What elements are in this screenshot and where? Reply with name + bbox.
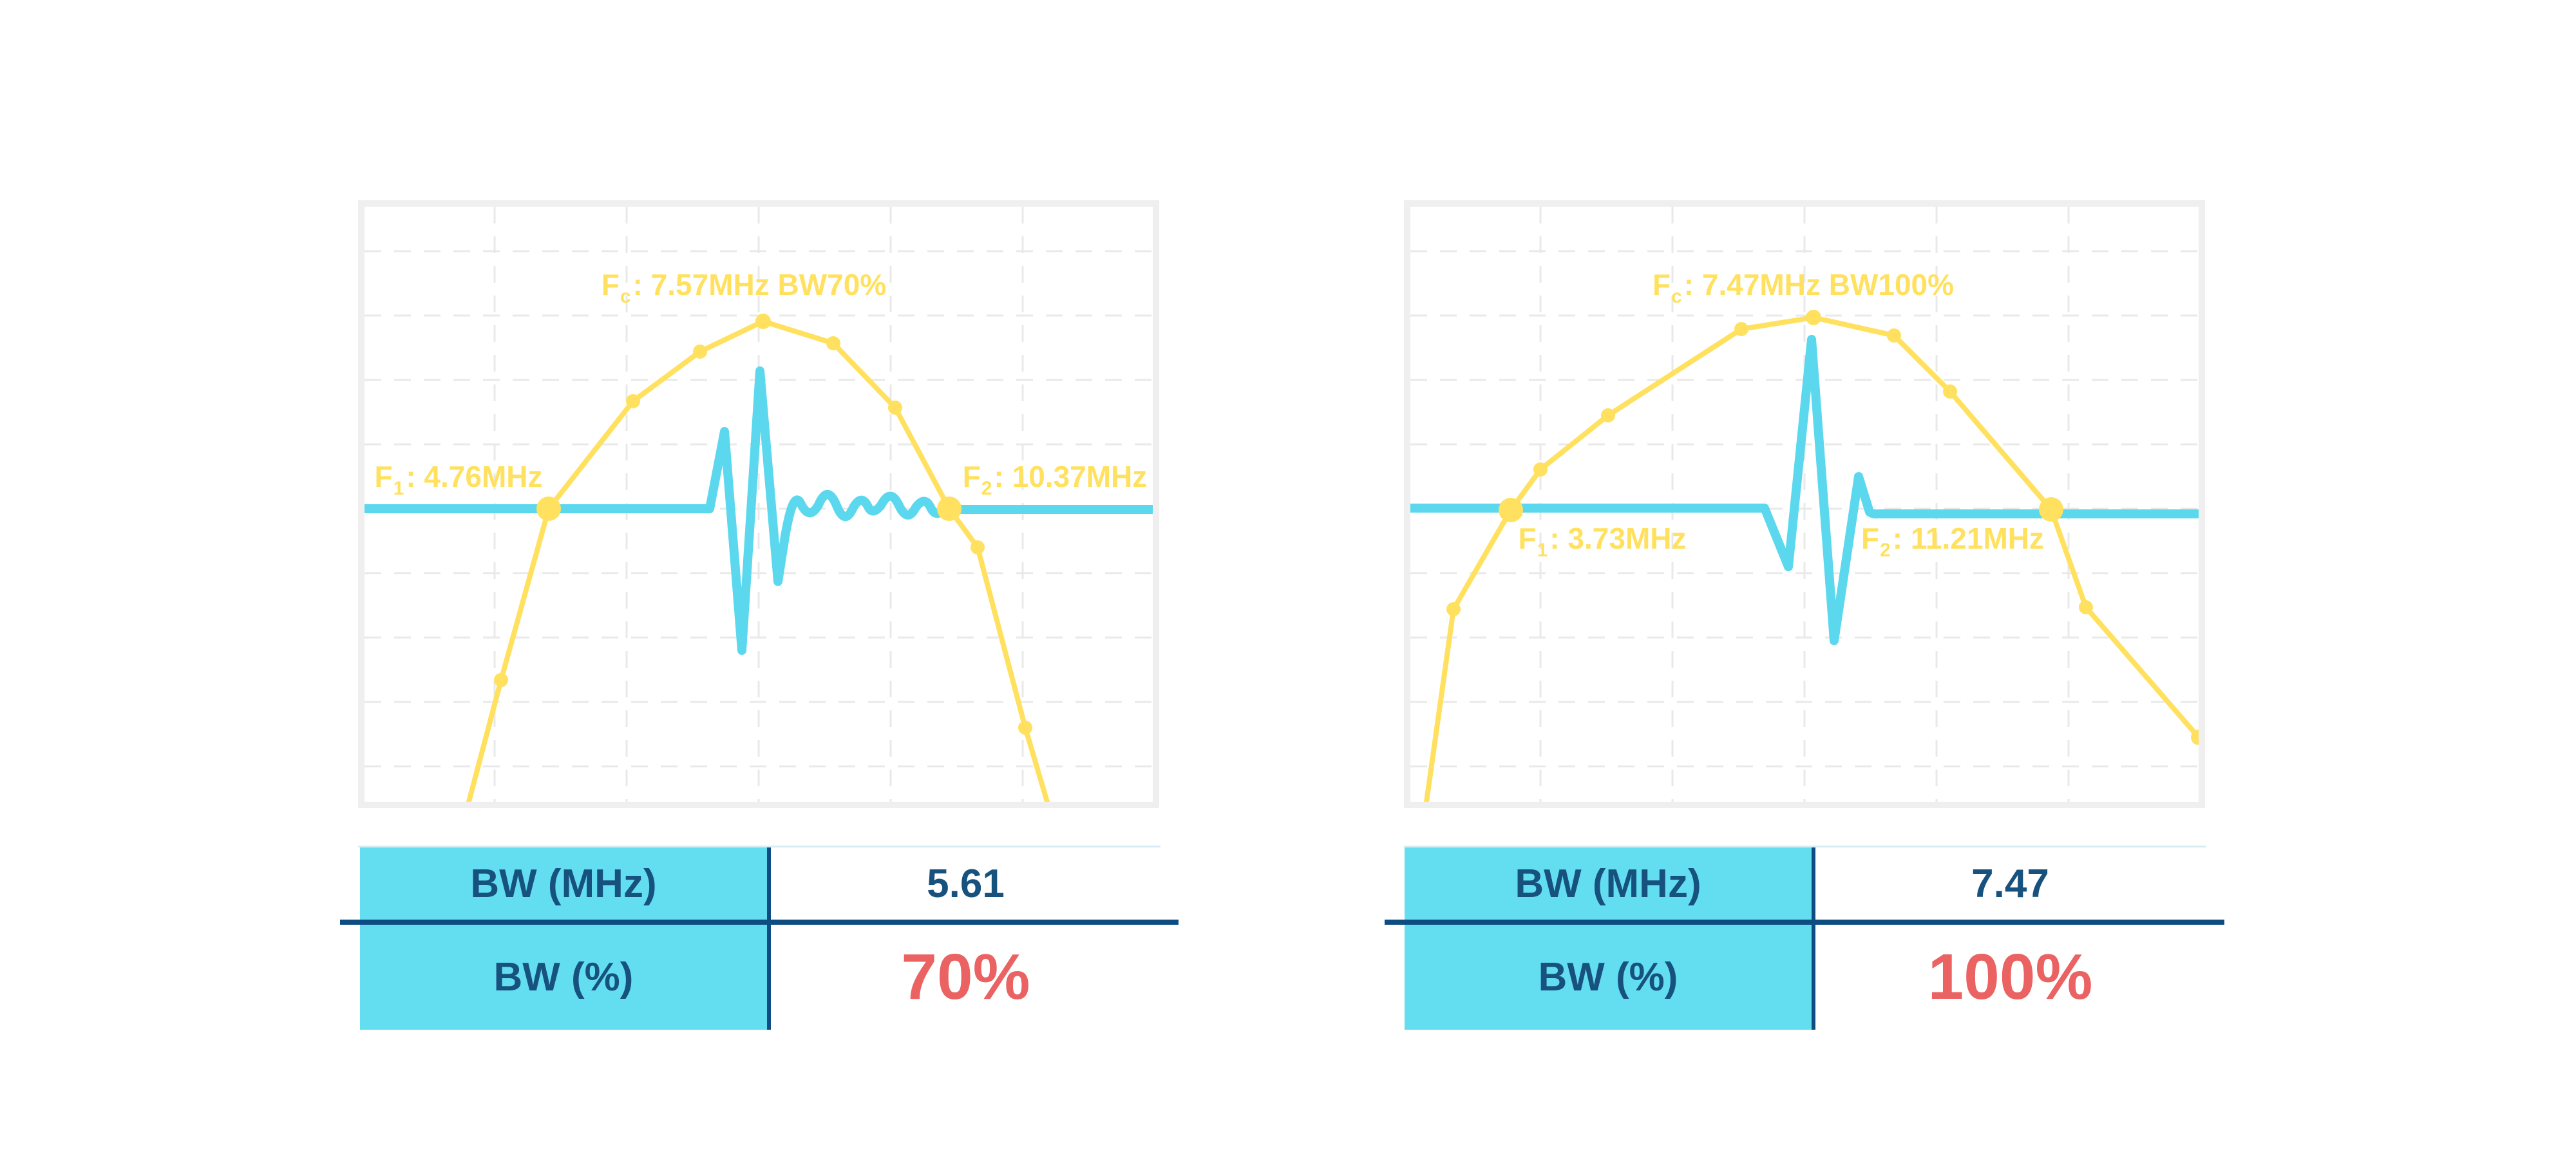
left-fc-prefix: F	[601, 268, 620, 301]
left-bw-mhz-value: 5.61	[927, 861, 1005, 906]
left-spectrum-curve	[466, 319, 1050, 802]
right-table-top-rule	[1404, 846, 2206, 847]
left-fc-subscript: c	[620, 286, 631, 307]
left-f1-text: : 4.76MHz	[406, 460, 543, 493]
left-spectrum-markers	[494, 314, 1032, 735]
left-f2-prefix: F	[962, 460, 981, 493]
right-fc-subscript: c	[1671, 286, 1682, 307]
right-table-label-bw-percent: BW (%)	[1405, 925, 1812, 1030]
right-table-value-bw-mhz: 7.47	[1815, 847, 2205, 920]
left-table-label-bw-percent: BW (%)	[360, 925, 767, 1030]
right-f2-prefix: F	[1861, 522, 1880, 555]
right-bw-mhz-value: 7.47	[1971, 861, 2049, 906]
right-f1-text: : 3.73MHz	[1549, 522, 1687, 555]
left-bw-mhz-label: BW (MHz)	[470, 861, 657, 906]
right-f2-annotation: F2: 11.21MHz	[1861, 521, 2045, 561]
left-table-top-rule	[358, 846, 1160, 847]
right-table-column-divider	[1812, 847, 1815, 1030]
right-spectrum-curve	[1424, 315, 2199, 802]
left-chart-svg	[365, 207, 1153, 802]
left-f2-text: : 10.37MHz	[994, 460, 1148, 493]
right-table-label-bw-mhz: BW (MHz)	[1405, 847, 1812, 920]
right-bw-mhz-label: BW (MHz)	[1515, 861, 1701, 906]
right-chart-box	[1404, 200, 2205, 808]
left-f1-annotation: F1: 4.76MHz	[374, 459, 543, 499]
right-f1-annotation: F1: 3.73MHz	[1518, 521, 1687, 561]
right-fc-annotation: Fc: 7.47MHz BW100%	[1652, 267, 1955, 307]
right-table-header-cell-bg	[1405, 847, 1814, 1030]
right-waveform-curve	[1410, 335, 2199, 645]
right-f1-subscript: 1	[1537, 540, 1548, 561]
left-bw-percent-label: BW (%)	[493, 955, 634, 999]
left-bw-percent-value: 70%	[901, 941, 1030, 1013]
right-bw-percent-label: BW (%)	[1538, 955, 1678, 999]
right-fc-prefix: F	[1652, 268, 1671, 301]
right-table-row-divider	[1385, 920, 2224, 925]
left-f1-subscript: 1	[393, 478, 404, 499]
left-fc-text: : 7.57MHz BW70%	[632, 268, 887, 301]
right-fc-text: : 7.47MHz BW100%	[1683, 268, 1955, 301]
right-table-value-bw-percent: 100%	[1815, 925, 2205, 1030]
left-table-label-bw-mhz: BW (MHz)	[360, 847, 767, 920]
right-f2-text: : 11.21MHz	[1892, 522, 2045, 555]
left-waveform-curve	[365, 366, 1153, 655]
left-fc-annotation: Fc: 7.57MHz BW70%	[601, 267, 887, 307]
left-table-value-bw-percent: 70%	[771, 925, 1160, 1030]
left-chart-box	[358, 200, 1159, 808]
right-f1-prefix: F	[1518, 522, 1537, 555]
right-chart-svg	[1410, 207, 2199, 802]
right-f2-subscript: 2	[1880, 540, 1891, 561]
right-bw-percent-value: 100%	[1927, 941, 2093, 1013]
right-spectrum-markers	[1446, 310, 2199, 745]
left-table-header-cell-bg	[360, 847, 769, 1030]
left-f2-subscript: 2	[981, 478, 992, 499]
left-table-column-divider	[767, 847, 771, 1030]
left-table-value-bw-mhz: 5.61	[771, 847, 1160, 920]
left-table-row-divider	[340, 920, 1179, 925]
left-f2-annotation: F2: 10.37MHz	[962, 459, 1148, 499]
left-f1-prefix: F	[374, 460, 393, 493]
